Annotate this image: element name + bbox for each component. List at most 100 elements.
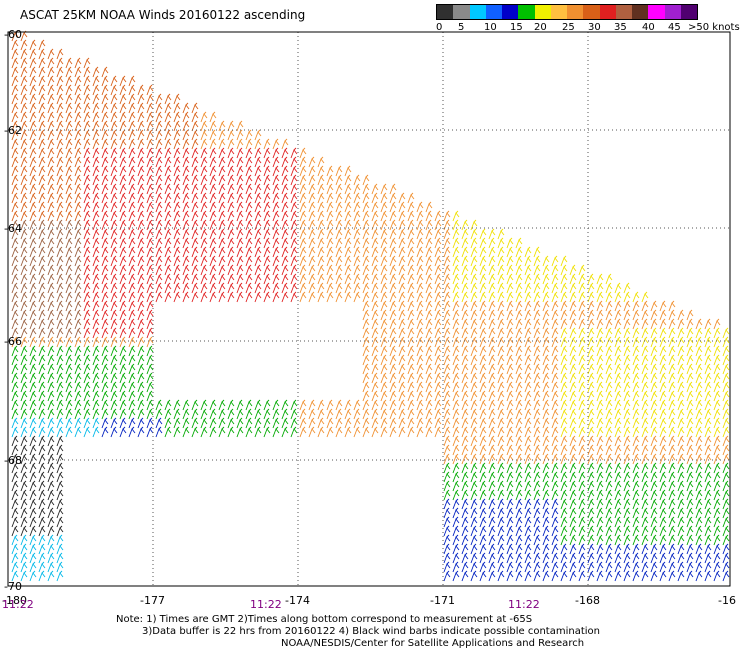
- wind-barb: [236, 228, 244, 240]
- wind-barb: [614, 453, 622, 465]
- wind-barb: [38, 552, 46, 564]
- wind-barb: [713, 336, 721, 348]
- wind-barb: [119, 84, 127, 96]
- wind-barb: [596, 507, 604, 519]
- wind-barb: [146, 354, 154, 366]
- wind-barb: [470, 417, 478, 429]
- wind-barb: [146, 228, 154, 240]
- wind-barb: [632, 444, 640, 456]
- wind-barb: [218, 183, 226, 195]
- wind-barb: [83, 219, 91, 231]
- wind-barb: [497, 246, 505, 258]
- wind-barb: [632, 489, 640, 501]
- wind-barb: [614, 336, 622, 348]
- wind-barb: [38, 318, 46, 330]
- wind-barb: [317, 264, 325, 276]
- wind-barb: [92, 201, 100, 213]
- wind-barb: [119, 156, 127, 168]
- wind-barb: [164, 246, 172, 258]
- wind-barb: [47, 435, 55, 447]
- wind-barb: [29, 75, 37, 87]
- wind-barb: [299, 174, 307, 186]
- wind-barb: [245, 129, 253, 141]
- wind-barb: [470, 552, 478, 564]
- wind-barb: [587, 462, 595, 474]
- wind-barb: [425, 273, 433, 285]
- wind-barb: [380, 228, 388, 240]
- wind-barb: [569, 327, 577, 339]
- wind-barb: [704, 525, 712, 537]
- wind-barb: [515, 318, 523, 330]
- wind-barb: [641, 300, 649, 312]
- wind-barb: [11, 228, 19, 240]
- legend-swatch: [534, 5, 551, 19]
- wind-barb: [389, 291, 397, 303]
- wind-barb: [506, 363, 514, 375]
- wind-barb: [65, 291, 73, 303]
- wind-barb: [299, 228, 307, 240]
- wind-barb: [713, 444, 721, 456]
- wind-barb: [398, 246, 406, 258]
- wind-barb: [596, 399, 604, 411]
- wind-barb: [137, 93, 145, 105]
- wind-barb: [110, 192, 118, 204]
- wind-barb: [542, 408, 550, 420]
- wind-barb: [137, 237, 145, 249]
- wind-barb: [722, 480, 730, 492]
- wind-barb: [425, 282, 433, 294]
- wind-barb: [344, 291, 352, 303]
- wind-barb: [146, 282, 154, 294]
- wind-barb: [704, 399, 712, 411]
- wind-barb: [65, 255, 73, 267]
- wind-barb: [47, 363, 55, 375]
- lat-tick-label: -60: [4, 28, 22, 41]
- wind-barb: [128, 156, 136, 168]
- wind-barb: [56, 534, 64, 546]
- wind-barb: [704, 381, 712, 393]
- wind-barb: [488, 336, 496, 348]
- wind-barb: [623, 507, 631, 519]
- wind-barb: [56, 372, 64, 384]
- wind-barb: [299, 399, 307, 411]
- wind-barb: [110, 399, 118, 411]
- wind-barb: [281, 426, 289, 438]
- wind-barb: [677, 480, 685, 492]
- wind-barb: [38, 363, 46, 375]
- wind-barb: [659, 516, 667, 528]
- wind-barb: [425, 408, 433, 420]
- wind-barb: [362, 399, 370, 411]
- wind-barb: [191, 129, 199, 141]
- wind-barb: [551, 354, 559, 366]
- wind-barb: [254, 255, 262, 267]
- wind-barb: [92, 318, 100, 330]
- wind-barb: [434, 237, 442, 249]
- wind-barb: [83, 138, 91, 150]
- wind-barb: [587, 516, 595, 528]
- wind-barb: [218, 408, 226, 420]
- wind-barb: [74, 57, 82, 69]
- wind-barb: [614, 480, 622, 492]
- wind-barb: [560, 255, 568, 267]
- wind-barb: [470, 444, 478, 456]
- wind-barb: [146, 318, 154, 330]
- wind-barb: [641, 354, 649, 366]
- wind-barb: [488, 516, 496, 528]
- wind-barb: [551, 525, 559, 537]
- wind-barb: [92, 282, 100, 294]
- wind-barb: [560, 345, 568, 357]
- wind-barb: [587, 327, 595, 339]
- wind-barb: [605, 552, 613, 564]
- wind-barb: [299, 201, 307, 213]
- wind-barb: [173, 264, 181, 276]
- wind-barb: [11, 426, 19, 438]
- wind-barb: [479, 372, 487, 384]
- wind-barb: [74, 291, 82, 303]
- wind-barb: [641, 489, 649, 501]
- wind-barb: [101, 120, 109, 132]
- wind-barb: [452, 498, 460, 510]
- wind-barb: [389, 183, 397, 195]
- wind-barb: [578, 534, 586, 546]
- wind-barb: [20, 219, 28, 231]
- wind-barb: [416, 399, 424, 411]
- wind-barb: [146, 237, 154, 249]
